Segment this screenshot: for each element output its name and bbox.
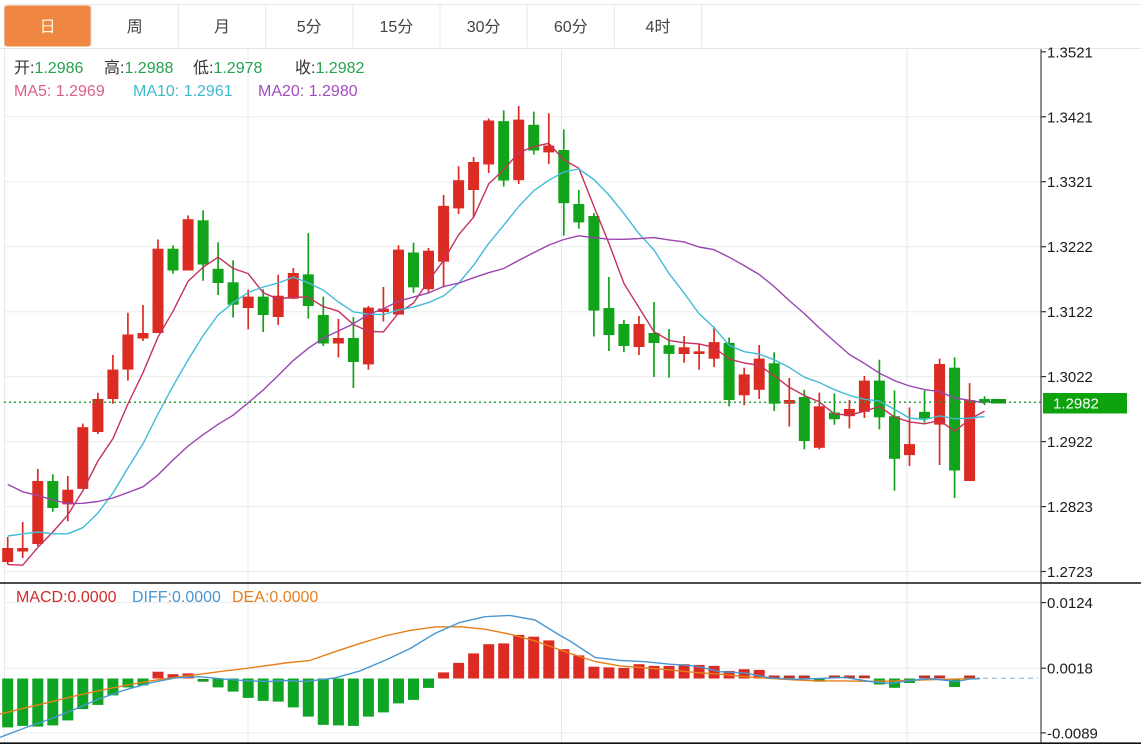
- svg-text:30分: 30分: [467, 18, 501, 36]
- svg-text:1.2823: 1.2823: [1047, 499, 1093, 516]
- svg-text:MA20: 1.2980: MA20: 1.2980: [258, 83, 358, 100]
- svg-text:1.2922: 1.2922: [1047, 434, 1093, 451]
- svg-text:日: 日: [40, 19, 56, 36]
- svg-text:高:1.2988: 高:1.2988: [104, 59, 173, 77]
- svg-text:0.0018: 0.0018: [1047, 661, 1093, 678]
- svg-text:4时: 4时: [646, 18, 671, 36]
- svg-text:开:1.2986: 开:1.2986: [14, 60, 83, 77]
- svg-text:月: 月: [214, 19, 230, 36]
- svg-text:1.3022: 1.3022: [1047, 369, 1093, 386]
- svg-text:DEA:0.0000: DEA:0.0000: [232, 589, 318, 606]
- svg-text:MA5: 1.2969: MA5: 1.2969: [14, 83, 105, 100]
- svg-text:60分: 60分: [554, 18, 588, 36]
- svg-text:收:1.2982: 收:1.2982: [295, 59, 364, 77]
- svg-text:0.0124: 0.0124: [1047, 595, 1093, 612]
- svg-text:1.3421: 1.3421: [1047, 109, 1093, 126]
- svg-text:低:1.2978: 低:1.2978: [193, 59, 262, 77]
- svg-text:5分: 5分: [297, 18, 322, 36]
- svg-text:15分: 15分: [379, 18, 413, 36]
- svg-text:1.3521: 1.3521: [1047, 44, 1093, 61]
- svg-text:1.2982: 1.2982: [1053, 396, 1099, 413]
- svg-text:1.3222: 1.3222: [1047, 239, 1093, 256]
- svg-text:周: 周: [127, 19, 143, 36]
- svg-text:MACD:0.0000: MACD:0.0000: [16, 589, 117, 606]
- svg-text:-0.0089: -0.0089: [1047, 725, 1098, 742]
- svg-text:1.3321: 1.3321: [1047, 174, 1093, 191]
- svg-text:MA10: 1.2961: MA10: 1.2961: [133, 83, 233, 100]
- svg-text:1.2723: 1.2723: [1047, 564, 1093, 581]
- svg-text:DIFF:0.0000: DIFF:0.0000: [132, 589, 221, 606]
- svg-text:1.3122: 1.3122: [1047, 304, 1093, 321]
